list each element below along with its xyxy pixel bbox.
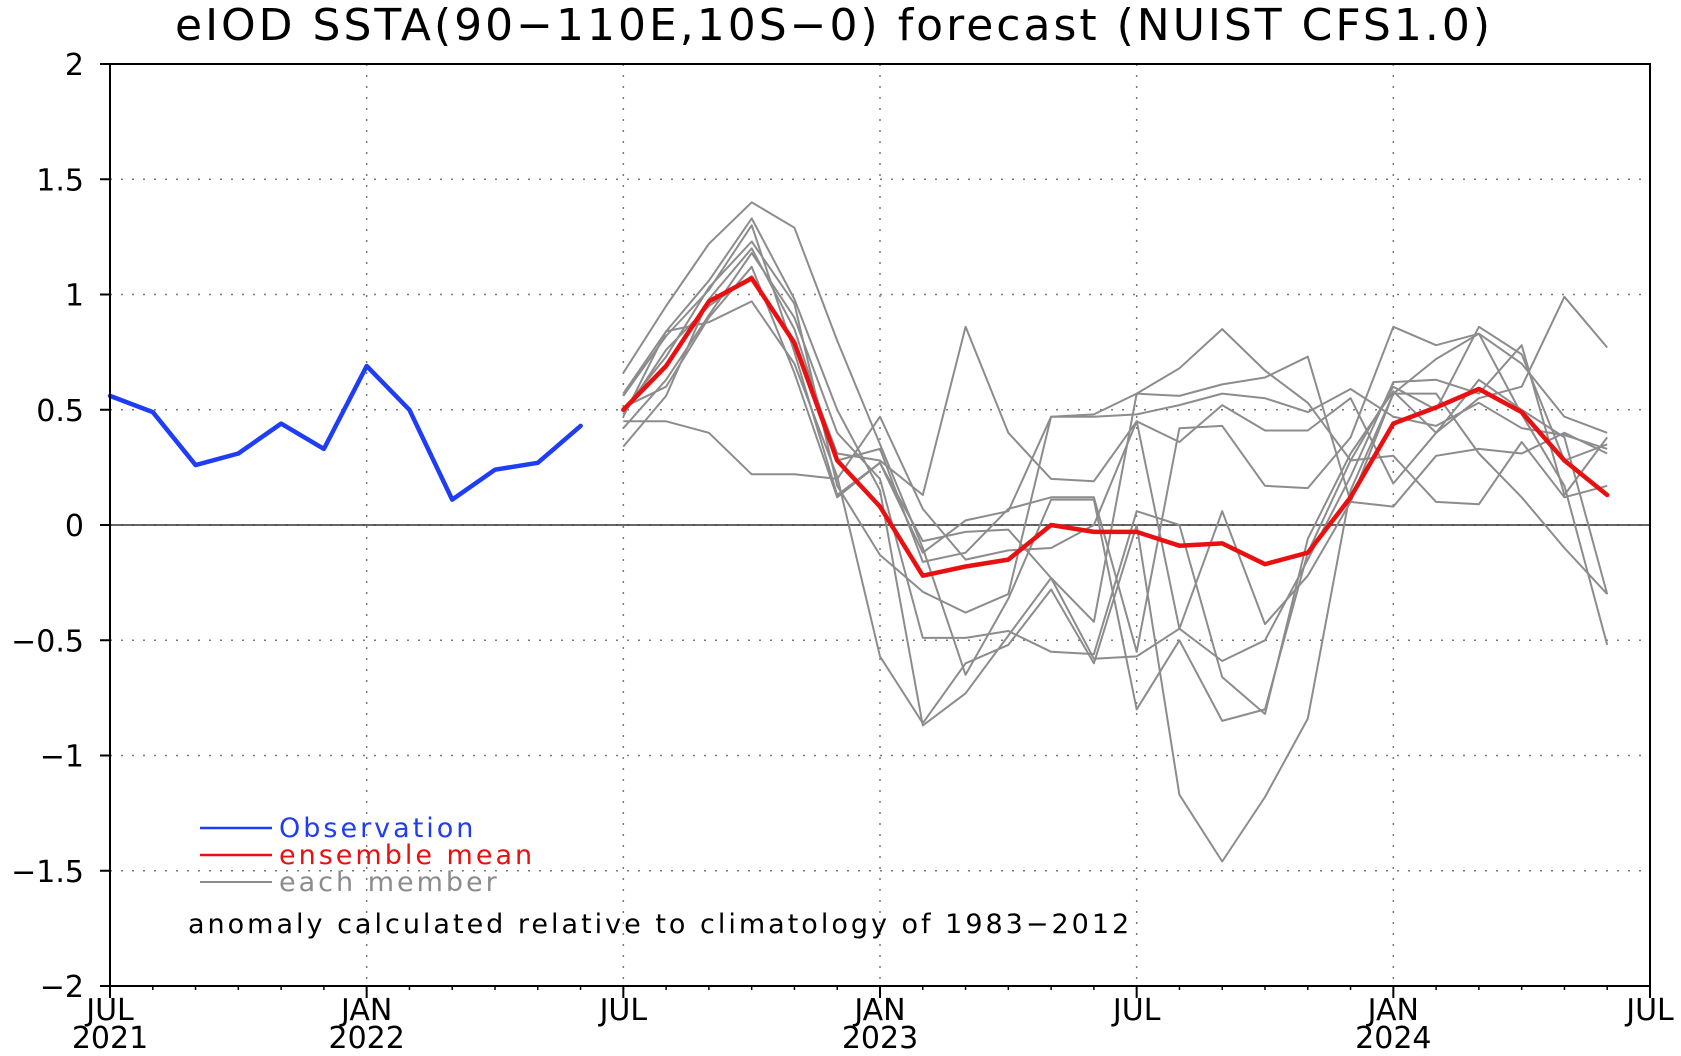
- x-tick-month-label: JUL: [1624, 993, 1674, 1028]
- y-tick-label: −1: [40, 740, 84, 775]
- legend-label: Observation: [279, 813, 476, 844]
- legend-label: ensemble mean: [279, 840, 535, 871]
- y-tick-label: 0.5: [36, 394, 84, 429]
- member-line: [622, 252, 1609, 715]
- series-lines: [107, 276, 1610, 578]
- legend-label: each member: [279, 867, 500, 898]
- member-line: [622, 240, 1608, 614]
- x-tick-year-label: 2024: [1355, 1021, 1431, 1052]
- y-tick-label: 2: [65, 48, 84, 83]
- chart-title: eIOD SSTA(90−110E,10S−0) forecast (NUIST…: [175, 0, 1493, 51]
- climatology-annotation: anomaly calculated relative to climatolo…: [188, 909, 1132, 940]
- y-tick-label: −0.5: [11, 624, 84, 659]
- y-tick-label: −2: [40, 970, 84, 1005]
- grid-lines: [110, 64, 1650, 986]
- x-tick-month-label: JAN: [852, 993, 905, 1028]
- member-line: [623, 332, 1609, 646]
- ensemble-mean-line: [621, 276, 1610, 578]
- y-tick-label: 1: [65, 279, 84, 314]
- member-line: [622, 265, 1608, 623]
- member-line: [622, 201, 1608, 722]
- x-tick-year-label: 2021: [72, 1021, 148, 1052]
- x-tick-year-label: 2023: [842, 1021, 918, 1052]
- member-line: [622, 217, 1609, 727]
- x-tick-month-label: JAN: [339, 993, 392, 1028]
- x-tick-month-label: JUL: [84, 993, 134, 1028]
- member-lines: [622, 201, 1609, 863]
- x-tick-month-label: JUL: [1111, 993, 1161, 1028]
- member-line: [622, 247, 1608, 653]
- y-tick-label: 1.5: [36, 163, 84, 198]
- y-tick-label: 0: [65, 509, 84, 544]
- observation-line: [107, 363, 583, 502]
- x-tick-year-label: 2022: [328, 1021, 404, 1052]
- y-tick-label: −1.5: [11, 855, 84, 890]
- x-tick-month-label: JAN: [1366, 993, 1419, 1028]
- x-tick-month-label: JUL: [598, 993, 648, 1028]
